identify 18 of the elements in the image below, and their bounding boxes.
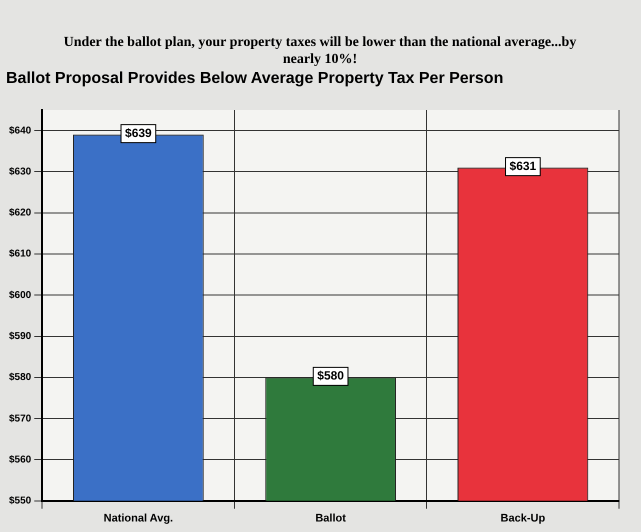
- data-label: $580: [317, 368, 344, 383]
- y-tick-label: $550: [8, 496, 32, 507]
- x-tick-label: National Avg.: [104, 512, 174, 524]
- data-label: $631: [510, 158, 537, 173]
- y-tick-label: $610: [8, 248, 32, 260]
- y-tick-label: $600: [8, 290, 32, 301]
- y-tick-label: $580: [8, 372, 32, 384]
- y-tick-label: $590: [8, 331, 32, 342]
- x-tick-label: Ballot: [315, 512, 346, 524]
- data-label: $639: [125, 126, 152, 140]
- y-tick-label: $640: [8, 125, 32, 136]
- x-tick-label: Back-Up: [500, 512, 546, 524]
- y-tick-label: $630: [8, 166, 32, 178]
- y-tick-label: $620: [8, 208, 32, 219]
- chart-title: Ballot Proposal Provides Below Average Property Tax Per Person: [6, 70, 504, 88]
- chart-subtitle: Under the ballot plan, your property taxes will be lower than the national average...by nearly 10%!: [62, 34, 578, 68]
- y-tick-label: $570: [8, 413, 32, 424]
- y-tick-label: $560: [8, 454, 32, 466]
